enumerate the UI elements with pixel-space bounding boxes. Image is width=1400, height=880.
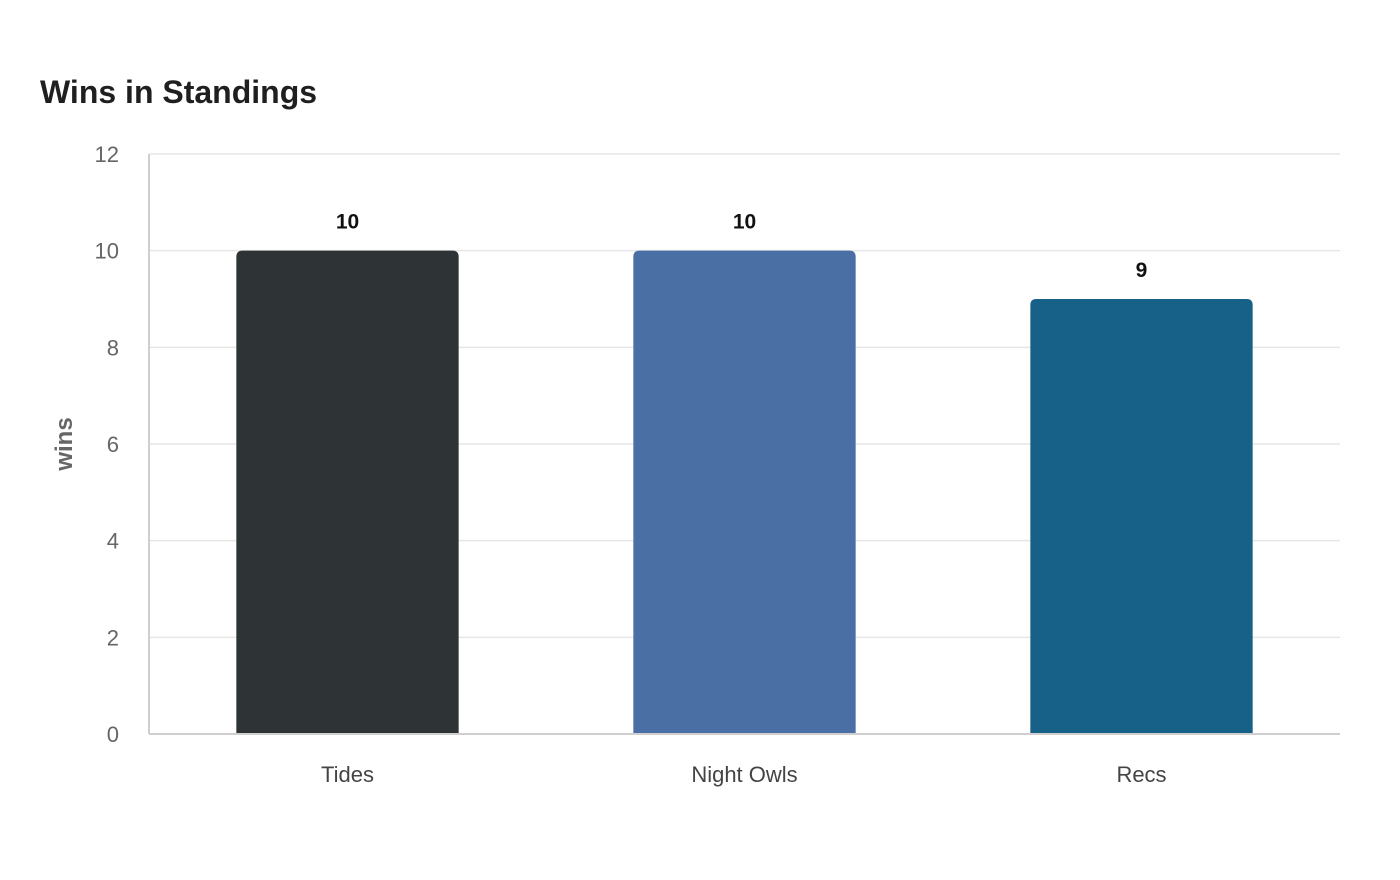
- y-tick-label: 4: [107, 529, 119, 554]
- bar-tides: [236, 250, 459, 734]
- bars: [236, 250, 1253, 734]
- y-tick-label: 8: [107, 335, 119, 360]
- data-labels: 10 10 9: [336, 211, 1148, 282]
- x-tick-label: Night Owls: [691, 762, 797, 787]
- data-label: 10: [733, 211, 756, 234]
- data-label: 10: [336, 211, 359, 234]
- bar-night-owls: [633, 250, 856, 734]
- x-tick-label: Recs: [1116, 762, 1166, 787]
- y-tick-label: 2: [107, 625, 119, 650]
- x-axis-ticks: Tides Night Owls Recs: [321, 762, 1167, 787]
- data-label: 9: [1136, 259, 1148, 282]
- y-tick-label: 12: [95, 142, 119, 167]
- y-tick-label: 0: [107, 722, 119, 747]
- y-axis-title: wins: [51, 417, 78, 471]
- x-tick-label: Tides: [321, 762, 374, 787]
- y-tick-label: 10: [95, 239, 119, 264]
- y-axis-ticks: 0 2 4 6 8 10 12: [95, 142, 119, 747]
- bar-recs: [1030, 299, 1253, 734]
- chart-title: Wins in Standings: [40, 74, 318, 110]
- y-tick-label: 6: [107, 432, 119, 457]
